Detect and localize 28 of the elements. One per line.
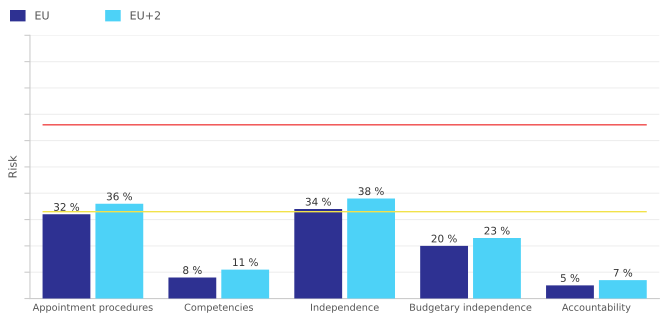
y-axis-title: Risk	[8, 155, 17, 178]
x-tick-label: Independence	[311, 303, 379, 313]
data-label: 32 %	[54, 203, 80, 211]
bar	[598, 280, 647, 299]
bar	[221, 270, 270, 299]
bar	[168, 277, 216, 299]
x-tick-label: Competencies	[184, 303, 254, 313]
x-tick-label: Appointment procedures	[32, 303, 153, 313]
bar	[473, 238, 521, 299]
data-label: 11 %	[233, 258, 258, 266]
x-tick-label: Accountability	[562, 303, 631, 313]
legend-label: EU+2	[130, 11, 160, 20]
bar	[420, 246, 468, 299]
data-label: 5 %	[560, 274, 580, 282]
x-tick-label: Budgetary independence	[410, 303, 532, 313]
data-label: 8 %	[183, 266, 202, 274]
bar	[546, 285, 594, 299]
legend-label: EU	[36, 11, 49, 20]
data-label: 34 %	[306, 198, 331, 206]
data-label: 20 %	[432, 234, 457, 242]
data-label: 36 %	[106, 192, 132, 200]
bar	[347, 198, 396, 299]
bar	[294, 209, 342, 299]
bar	[42, 214, 90, 299]
data-label: 38 %	[358, 187, 384, 196]
data-label: 7 %	[614, 268, 632, 277]
data-label: 23 %	[484, 226, 510, 235]
bar	[95, 204, 144, 299]
